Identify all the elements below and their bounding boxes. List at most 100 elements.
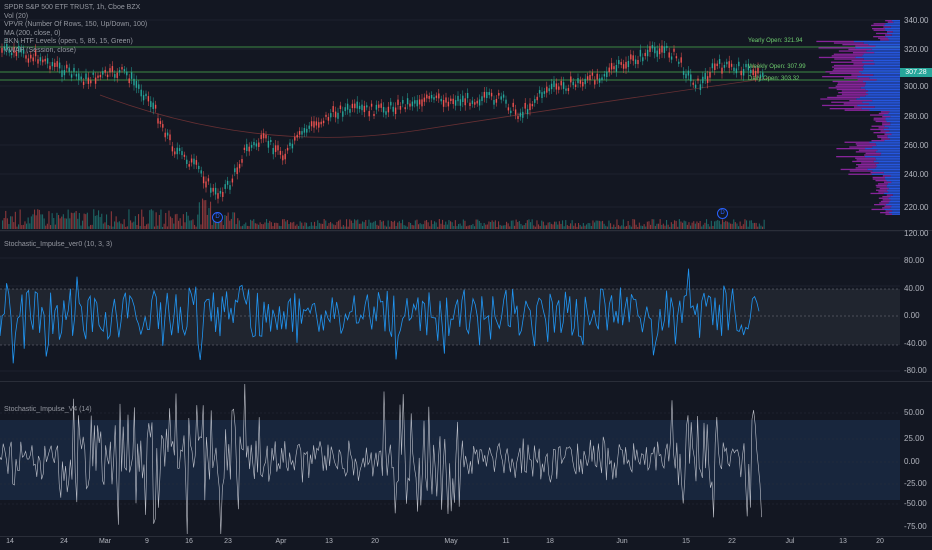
impulse-pane[interactable]: Stochastic_Impulse_V4 (14) — [0, 382, 900, 536]
candle — [730, 63, 733, 67]
volume-bar — [440, 223, 442, 229]
volume-bar — [670, 222, 672, 229]
profile-bar-up — [886, 184, 900, 187]
legend-vwap[interactable]: VWAP (Session, close) — [4, 46, 76, 54]
impulse-axis[interactable]: 50.00 25.00 0.00 -25.00 -50.00 -75.00 — [900, 382, 932, 536]
volume-bar — [654, 225, 656, 229]
candle — [349, 109, 351, 113]
candle — [342, 111, 344, 117]
profile-bar-up — [890, 175, 900, 177]
volume-bar — [275, 222, 277, 229]
volume-bar — [435, 222, 437, 229]
volume-bar — [666, 219, 668, 229]
candle — [284, 153, 286, 160]
volume-bar — [338, 220, 340, 229]
dividend-marker-1[interactable]: D — [212, 212, 223, 223]
stoch-tick: 120.00 — [904, 229, 929, 238]
volume-bar — [194, 224, 196, 229]
volume-bar — [533, 225, 535, 229]
dividend-marker-2[interactable]: D — [717, 208, 728, 219]
stochastic-pane[interactable]: Stochastic_Impulse_ver0 (10, 3, 3) — [0, 231, 900, 381]
candle — [301, 131, 303, 135]
volume-bar — [134, 216, 136, 229]
impulse-title[interactable]: Stochastic_Impulse_V4 (14) — [4, 406, 92, 413]
volume-bar — [480, 222, 482, 229]
legend-vol[interactable]: Vol (20) — [4, 12, 29, 20]
candle — [78, 73, 80, 80]
price-pane[interactable]: SPDR S&P 500 ETF TRUST, 1h, Cboe BZX Vol… — [0, 0, 900, 230]
impulse-chart[interactable] — [0, 382, 900, 536]
volume-bar — [466, 226, 468, 229]
profile-bar-down — [855, 167, 876, 169]
profile-bar-up — [862, 80, 900, 83]
volume-bar — [726, 221, 728, 229]
profile-bar-down — [848, 173, 872, 175]
volume-bar — [552, 224, 554, 229]
volume-bar — [210, 201, 212, 229]
candle — [140, 89, 142, 97]
price-axis[interactable]: 340.00 320.00 300.00 280.00 260.00 240.0… — [900, 0, 932, 230]
legend-symbol[interactable]: SPDR S&P 500 ETF TRUST, 1h, Cboe BZX — [4, 4, 141, 11]
profile-bar-up — [860, 87, 900, 89]
profile-bar-up — [890, 122, 900, 124]
candle — [296, 134, 298, 138]
volume-bar — [386, 226, 388, 229]
volume-bar — [2, 220, 4, 229]
candle — [433, 97, 435, 100]
volume-bar — [288, 223, 290, 229]
volume-bar — [56, 212, 58, 229]
profile-bar-down — [873, 29, 886, 31]
candle — [236, 167, 238, 175]
volume-bar — [347, 226, 349, 229]
candle — [658, 48, 661, 55]
price-chart[interactable] — [0, 0, 900, 230]
candle — [414, 100, 416, 104]
profile-bar-down — [842, 44, 869, 46]
legend-ma[interactable]: MA (200, close, 0) — [4, 29, 61, 37]
profile-bar-down — [877, 183, 888, 185]
pane-divider[interactable] — [0, 381, 932, 382]
volume-bar — [691, 222, 693, 229]
candle — [524, 102, 526, 109]
legend-bkn[interactable]: BKN HTF Levels (open, 5, 85, 15, Green) — [4, 38, 133, 46]
profile-bar-down — [870, 128, 884, 131]
volume-bar — [32, 214, 34, 229]
volume-bar — [157, 225, 159, 229]
candle — [606, 71, 608, 78]
candle — [418, 99, 421, 105]
volume-bar — [454, 220, 456, 229]
profile-bar-up — [884, 178, 900, 180]
volume-bar — [502, 225, 504, 229]
impulse-tick: 0.00 — [904, 457, 920, 466]
volume-bar — [443, 224, 445, 229]
candle — [207, 178, 210, 182]
candle — [426, 94, 428, 99]
volume-bar — [326, 225, 328, 229]
time-axis[interactable]: 14 24 Mar 9 16 23 Apr 13 20 May 11 18 Ju… — [0, 536, 932, 550]
candle — [481, 96, 483, 101]
volume-bar — [576, 226, 578, 229]
volume-bar — [555, 221, 557, 229]
volume-bar — [179, 218, 181, 229]
stochastic-title[interactable]: Stochastic_Impulse_ver0 (10, 3, 3) — [4, 241, 113, 248]
stochastic-chart[interactable] — [0, 231, 900, 381]
profile-bar-up — [892, 213, 900, 215]
candle — [709, 71, 711, 78]
candle — [690, 74, 692, 82]
profile-bar-down — [871, 140, 885, 142]
candle — [421, 99, 423, 107]
candle — [63, 69, 66, 76]
candle — [286, 147, 289, 151]
time-tick: 20 — [371, 538, 379, 545]
volume-bar — [379, 220, 381, 229]
legend-vpvr[interactable]: VPVR (Number Of Rows, 150, Up/Down, 100) — [4, 21, 148, 29]
profile-bar-down — [873, 119, 886, 121]
candle — [716, 63, 718, 67]
volume-bar — [230, 218, 232, 229]
profile-bar-up — [875, 167, 900, 169]
profile-bar-up — [862, 55, 900, 57]
candle — [322, 120, 325, 124]
candle — [649, 46, 651, 52]
stochastic-axis[interactable]: 120.00 80.00 40.00 0.00 -40.00 -80.00 — [900, 229, 932, 381]
candle — [514, 109, 517, 115]
